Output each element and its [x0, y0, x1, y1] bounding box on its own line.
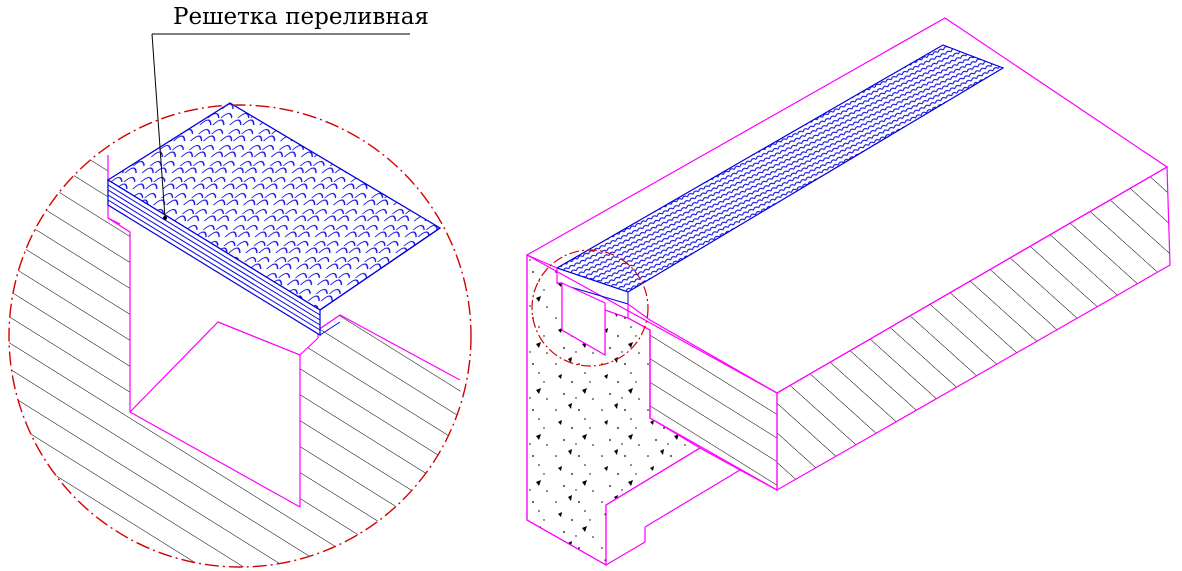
detail-grate [106, 102, 442, 337]
detail-right-wall-section [300, 315, 470, 567]
detail-left-wall-section [9, 105, 300, 567]
iso-grate-strip [555, 44, 1005, 293]
iso-outline [526, 255, 651, 566]
iso-detail-marker-circle [531, 249, 649, 367]
detail-view: Решетка переливная [8, 4, 472, 568]
callout-label: Решетка переливная [173, 4, 429, 30]
detail-circle [8, 104, 472, 568]
grate-callout: Решетка переливная [151, 4, 429, 220]
iso-lower-step [605, 447, 778, 566]
isometric-view [525, 17, 1171, 567]
callout-leader-line [151, 33, 166, 219]
